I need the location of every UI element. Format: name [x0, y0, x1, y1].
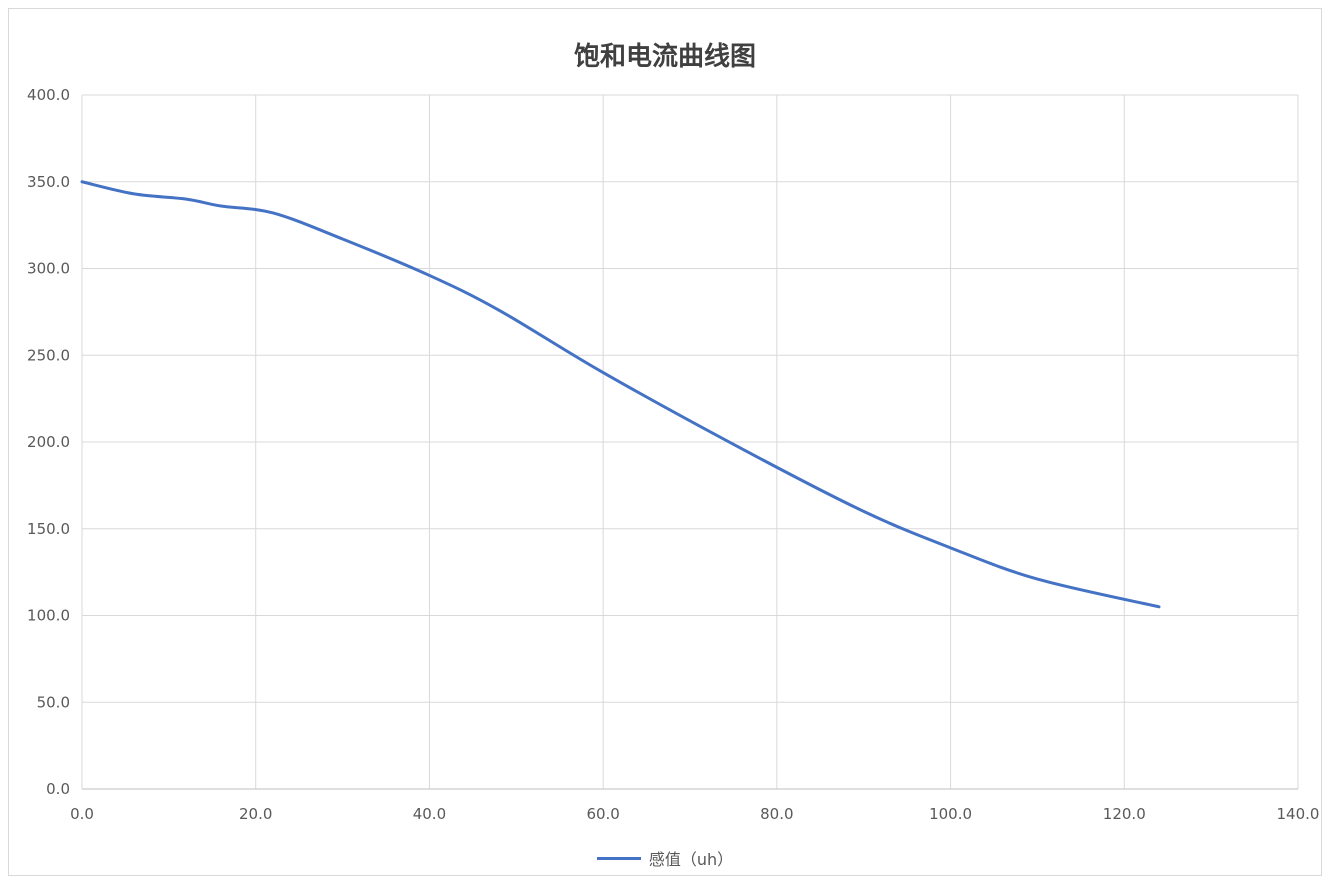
y-tick-label: 0.0 [46, 780, 70, 798]
data-point [497, 308, 501, 312]
data-point [601, 371, 605, 375]
data-point [184, 197, 188, 201]
x-tick-label: 40.0 [413, 805, 446, 823]
y-tick-label: 300.0 [27, 260, 70, 278]
x-tick-label: 60.0 [586, 805, 619, 823]
data-point [80, 180, 84, 184]
legend-label: 感值（uh） [648, 850, 734, 869]
axis-layer: 0.0 50.0 100.0 150.0 200.0 250.0 300.0 350.0 400… [27, 86, 1319, 823]
chart-title: 饱和电流曲线图 [573, 42, 756, 72]
legend-swatch [596, 856, 641, 860]
data-point [862, 509, 866, 513]
data-point [949, 546, 953, 550]
series-line [80, 180, 1161, 609]
y-tick-label: 250.0 [27, 346, 70, 364]
y-tick-label: 100.0 [27, 607, 70, 625]
data-point [219, 204, 223, 208]
data-point [1035, 577, 1039, 581]
grid-layer [81, 94, 1299, 790]
y-tick-label: 50.0 [37, 693, 70, 711]
data-point [132, 192, 136, 196]
x-tick-label: 20.0 [239, 805, 272, 823]
y-tick-label: 200.0 [27, 433, 70, 451]
data-point [740, 447, 744, 451]
data-point [341, 237, 345, 241]
series-layer [80, 180, 1161, 609]
x-tick-label: 120.0 [1103, 805, 1146, 823]
x-tick-label: 0.0 [70, 805, 94, 823]
x-tick-label: 100.0 [929, 805, 972, 823]
x-tick-label: 80.0 [760, 805, 793, 823]
data-point [1157, 605, 1161, 609]
x-tick-label: 140.0 [1277, 805, 1320, 823]
y-tick-label: 350.0 [27, 173, 70, 191]
y-tick-label: 400.0 [27, 86, 70, 104]
y-tick-label: 150.0 [27, 520, 70, 538]
data-point [427, 273, 431, 277]
legend: 感值（uh） [0, 846, 1330, 870]
data-point [271, 211, 275, 215]
